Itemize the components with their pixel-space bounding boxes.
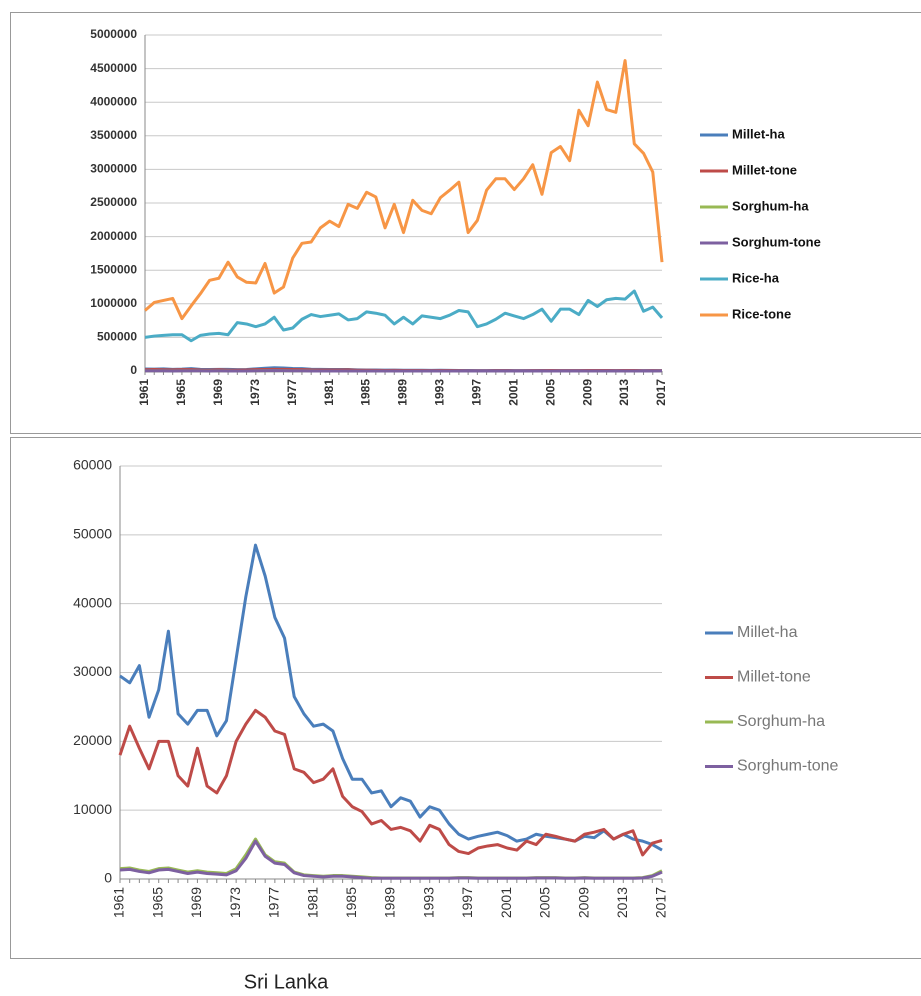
- y-tick-label: 500000: [97, 330, 137, 344]
- x-tick-label: 1981: [322, 379, 336, 406]
- legend-label: Millet-ha: [732, 126, 785, 141]
- x-tick-label: 1977: [266, 887, 282, 918]
- legend-label: Sorghum-ha: [732, 198, 809, 213]
- legend-label: Sorghum-tone: [732, 234, 821, 249]
- x-tick-label: 1961: [111, 887, 127, 918]
- x-tick-label: 1993: [433, 379, 447, 406]
- legend-label: Sorghum-ha: [737, 713, 825, 730]
- y-tick-label: 3500000: [90, 128, 137, 142]
- x-tick-label: 2001: [506, 379, 520, 406]
- legend-label: Rice-ha: [732, 270, 780, 285]
- legend-label: Millet-tone: [732, 162, 797, 177]
- x-tick-label: 2001: [498, 887, 514, 918]
- x-tick-label: 2009: [575, 887, 591, 918]
- y-tick-label: 0: [104, 870, 112, 886]
- x-tick-label: 1965: [149, 887, 165, 918]
- x-tick-label: 1981: [304, 887, 320, 918]
- y-tick-label: 4500000: [90, 61, 137, 75]
- y-tick-label: 1000000: [90, 296, 137, 310]
- y-tick-label: 5000000: [90, 27, 137, 41]
- series-line: [145, 291, 662, 341]
- series-line: [120, 710, 662, 855]
- y-tick-label: 2500000: [90, 195, 137, 209]
- y-tick-label: 20000: [73, 732, 112, 748]
- x-tick-label: 1973: [227, 887, 243, 918]
- x-tick-label: 2013: [617, 379, 631, 406]
- x-tick-label: 1961: [137, 379, 151, 406]
- x-tick-label: 2013: [614, 887, 630, 918]
- y-tick-label: 10000: [73, 801, 112, 817]
- x-tick-label: 1989: [382, 887, 398, 918]
- x-tick-label: 1973: [248, 379, 262, 406]
- legend-label: Sorghum-tone: [737, 758, 838, 775]
- x-tick-label: 2009: [580, 379, 594, 406]
- y-tick-label: 50000: [73, 526, 112, 542]
- x-tick-label: 2005: [543, 379, 557, 406]
- x-tick-label: 1969: [188, 887, 204, 918]
- x-tick-label: 1997: [470, 379, 484, 406]
- y-tick-label: 30000: [73, 663, 112, 679]
- x-tick-label: 1969: [211, 379, 225, 406]
- series-line: [145, 61, 662, 319]
- x-tick-label: 1985: [343, 887, 359, 918]
- y-tick-label: 0: [130, 363, 137, 377]
- x-tick-label: 1997: [459, 887, 475, 918]
- legend-label: Millet-tone: [737, 669, 811, 686]
- legend-label: Rice-tone: [732, 306, 791, 321]
- x-tick-label: 1989: [396, 379, 410, 406]
- legend-label: Millet-ha: [737, 624, 798, 641]
- y-tick-label: 4000000: [90, 94, 137, 108]
- x-tick-label: 1977: [285, 379, 299, 406]
- y-tick-label: 40000: [73, 594, 112, 610]
- panel-frame: [11, 438, 921, 959]
- x-tick-label: 2017: [653, 887, 669, 918]
- y-tick-label: 1500000: [90, 262, 137, 276]
- x-tick-label: 2017: [654, 379, 668, 406]
- y-tick-label: 3000000: [90, 162, 137, 176]
- series-line: [120, 545, 662, 850]
- x-tick-label: 1993: [420, 887, 436, 918]
- x-tick-label: 1985: [359, 379, 373, 406]
- x-tick-label: 2005: [537, 887, 553, 918]
- caption: Sri Lanka: [244, 971, 329, 991]
- series-line: [120, 841, 662, 878]
- x-tick-label: 1965: [174, 379, 188, 406]
- y-tick-label: 2000000: [90, 229, 137, 243]
- y-tick-label: 60000: [73, 457, 112, 473]
